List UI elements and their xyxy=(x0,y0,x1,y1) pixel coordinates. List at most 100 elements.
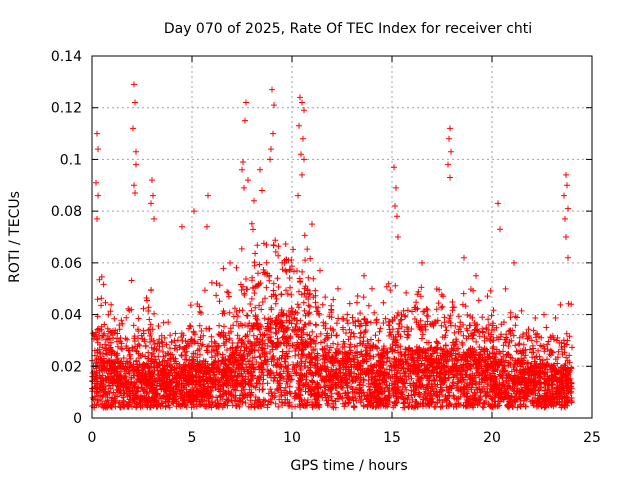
data-point xyxy=(411,359,417,366)
data-point xyxy=(264,401,271,408)
data-point xyxy=(285,257,292,264)
data-point xyxy=(199,364,206,370)
data-point xyxy=(431,346,438,352)
data-point xyxy=(163,341,170,348)
data-point xyxy=(376,328,383,335)
data-point xyxy=(528,337,535,344)
data-point xyxy=(256,336,263,343)
data-point xyxy=(416,366,423,373)
data-point xyxy=(272,248,279,255)
data-point xyxy=(234,332,241,339)
data-point xyxy=(144,297,150,304)
data-point xyxy=(114,343,121,350)
data-point xyxy=(542,369,549,376)
data-point xyxy=(215,331,222,337)
data-point xyxy=(360,294,367,301)
data-point xyxy=(560,380,567,387)
data-point xyxy=(438,364,445,371)
data-point xyxy=(125,403,132,410)
data-point xyxy=(140,361,147,367)
data-point xyxy=(475,355,482,362)
data-point xyxy=(200,357,207,364)
data-point xyxy=(473,338,480,345)
data-point xyxy=(458,379,465,386)
data-point xyxy=(239,383,246,390)
data-point xyxy=(108,301,115,308)
data-point xyxy=(384,355,391,362)
data-point xyxy=(260,402,267,409)
data-point xyxy=(420,384,427,391)
data-point xyxy=(230,393,237,400)
data-point xyxy=(431,319,438,326)
data-point xyxy=(404,307,411,314)
data-point xyxy=(472,358,479,365)
data-point xyxy=(107,308,114,315)
data-point xyxy=(448,346,455,353)
data-point xyxy=(201,386,208,393)
data-point xyxy=(127,361,134,368)
data-point xyxy=(205,342,212,349)
data-point xyxy=(280,368,287,375)
data-point xyxy=(433,388,440,395)
data-point xyxy=(454,371,461,377)
data-point xyxy=(476,372,483,379)
data-point xyxy=(181,356,188,363)
data-point xyxy=(457,370,464,377)
data-point xyxy=(233,378,240,385)
data-point xyxy=(382,384,389,391)
data-point xyxy=(357,367,364,374)
data-point xyxy=(504,402,511,409)
data-point xyxy=(554,378,561,385)
data-point xyxy=(306,303,313,310)
data-point xyxy=(243,286,250,293)
data-point xyxy=(384,370,390,376)
data-point xyxy=(504,351,511,358)
data-point xyxy=(387,287,394,294)
data-point xyxy=(434,369,441,376)
data-point xyxy=(312,356,319,362)
data-point xyxy=(389,348,396,355)
data-point xyxy=(450,342,457,349)
data-point xyxy=(403,386,410,393)
data-point xyxy=(314,390,321,397)
data-point xyxy=(207,384,214,391)
data-point xyxy=(372,361,378,368)
data-point xyxy=(411,404,417,411)
data-point xyxy=(114,335,120,342)
data-point xyxy=(389,326,396,333)
data-point xyxy=(533,338,540,345)
data-point xyxy=(275,252,282,259)
data-point xyxy=(357,330,364,337)
data-point xyxy=(422,321,429,328)
data-point xyxy=(386,366,393,373)
data-point xyxy=(360,402,367,409)
data-point xyxy=(534,392,541,399)
data-point xyxy=(171,337,178,344)
data-point xyxy=(291,370,298,377)
data-point xyxy=(369,370,376,377)
data-point xyxy=(469,380,476,387)
data-point xyxy=(95,401,102,408)
data-point xyxy=(196,398,203,405)
data-point xyxy=(224,375,231,382)
data-point xyxy=(230,322,237,329)
data-point xyxy=(383,350,390,357)
data-point xyxy=(455,345,462,352)
data-point xyxy=(243,333,249,340)
data-point xyxy=(128,277,135,284)
data-point xyxy=(296,326,303,333)
data-point xyxy=(527,364,534,371)
data-point xyxy=(120,355,127,361)
data-point xyxy=(233,403,240,409)
data-point xyxy=(183,348,190,355)
data-point xyxy=(467,313,474,320)
data-point xyxy=(195,369,202,376)
data-point xyxy=(524,335,531,342)
data-point xyxy=(183,404,190,410)
data-point xyxy=(530,379,537,386)
data-point xyxy=(275,327,282,334)
data-point xyxy=(181,396,188,403)
data-point xyxy=(301,307,308,314)
data-point xyxy=(518,371,525,377)
data-point xyxy=(199,341,206,348)
